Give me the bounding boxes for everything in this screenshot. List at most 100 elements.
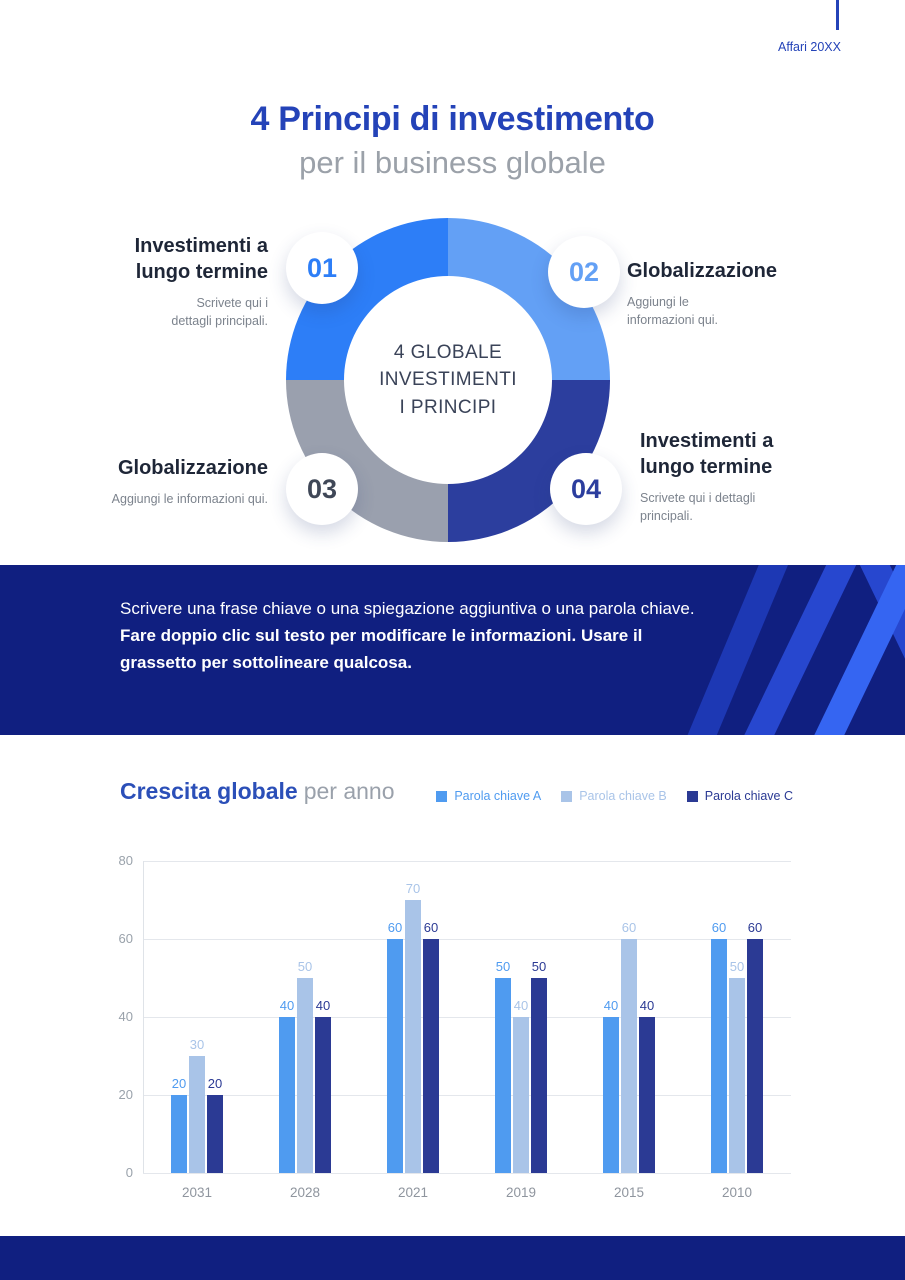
bar-group: 20 30 20	[171, 861, 223, 1173]
title-block: 4 Principi di investimento per il busine…	[0, 100, 905, 181]
chart-legend: Parola chiave A Parola chiave B Parola chi…	[436, 789, 793, 803]
step-badge-01: 01	[286, 232, 358, 304]
legend-item: Parola chiave C	[686, 789, 793, 803]
chart-title-main: Crescita globale	[120, 778, 298, 804]
principle-description: Aggiungi le informazioni qui.	[111, 492, 268, 506]
step-badge-04: 04	[550, 453, 622, 525]
bar-value-label: 40	[639, 998, 655, 1013]
legend-item: Parola chiave A	[436, 789, 541, 803]
y-axis-line	[143, 861, 144, 1173]
footer-bar	[0, 1236, 905, 1280]
bar: 40	[513, 998, 529, 1173]
banner-text-regular: Scrivere una frase chiave o una spiegazi…	[120, 599, 695, 618]
principle-title: Investimenti a lungo termine	[640, 430, 774, 478]
banner-text-block: Scrivere una frase chiave o una spiegazi…	[120, 595, 695, 677]
donut-center-line1: 4 GLOBALE	[393, 341, 503, 363]
banner-text-bold: Fare doppio clic sul testo per modificar…	[120, 626, 643, 673]
legend-swatch-icon	[436, 790, 448, 802]
bar-value-label: 40	[513, 998, 529, 1013]
chart-title-suffix: per anno	[303, 778, 395, 804]
bar: 60	[711, 920, 727, 1173]
gridline	[143, 1017, 791, 1018]
bar-value-label: 60	[711, 920, 727, 935]
bar-value-label: 30	[189, 1037, 205, 1052]
header-accent-line	[836, 0, 839, 30]
legend-item: Parola chiave B	[561, 789, 667, 803]
principle-description: Scrivete qui i dettagli principali.	[640, 491, 756, 524]
bar-value-label: 40	[315, 998, 331, 1013]
bar-group: 40 60 40	[603, 861, 655, 1173]
bar: 60	[621, 920, 637, 1173]
bar-group: 50 40 50	[495, 861, 547, 1173]
bar: 50	[531, 959, 547, 1173]
gridline	[143, 1173, 791, 1174]
principle-description: Scrivete qui i dettagli principali.	[171, 296, 268, 329]
gridline	[143, 939, 791, 940]
bar-value-label: 60	[423, 920, 439, 935]
principle-title: Globalizzazione	[117, 457, 268, 479]
principle-title: Investimenti a lungo termine	[134, 235, 268, 283]
x-axis-label: 2019	[505, 1185, 537, 1200]
chart-title: Crescita globale per anno	[120, 778, 395, 805]
bar-value-label: 50	[495, 959, 511, 974]
x-axis-label: 2021	[397, 1185, 429, 1200]
gridline	[143, 861, 791, 862]
bar-group: 40 50 40	[279, 861, 331, 1173]
bar-value-label: 20	[207, 1076, 223, 1091]
bar-value-label: 60	[747, 920, 763, 935]
legend-label: Parola chiave A	[454, 789, 542, 803]
bar: 50	[495, 959, 511, 1173]
x-axis-label: 2028	[289, 1185, 321, 1200]
chevron-pattern-decoration-icon	[687, 565, 905, 735]
bar: 40	[279, 998, 295, 1173]
principle-label-top-left: Investimenti a lungo termine Scrivete qu…	[108, 233, 268, 330]
legend-label: Parola chiave C	[704, 789, 793, 803]
bar-value-label: 20	[171, 1076, 187, 1091]
key-message-banner: Scrivere una frase chiave o una spiegazi…	[0, 565, 905, 735]
donut-center-line2: INVESTIMENTI	[379, 369, 517, 391]
step-badge-02: 02	[548, 236, 620, 308]
bar: 30	[189, 1037, 205, 1173]
legend-swatch-icon	[561, 790, 573, 802]
bar-value-label: 50	[297, 959, 313, 974]
bar: 50	[729, 959, 745, 1173]
bar-value-label: 40	[603, 998, 619, 1013]
bar: 20	[171, 1076, 187, 1173]
bar-value-label: 70	[405, 881, 421, 896]
y-axis-label: 20	[118, 1087, 133, 1102]
page-subtitle: per il business globale	[299, 145, 606, 180]
page-title: 4 Principi di investimento	[250, 100, 655, 138]
bar: 60	[387, 920, 403, 1173]
bar: 40	[639, 998, 655, 1173]
legend-swatch-icon	[686, 790, 698, 802]
principle-description: Aggiungi le informazioni qui.	[627, 295, 719, 328]
principle-label-bottom-left: Globalizzazione Aggiungi le informazioni…	[90, 455, 268, 508]
bar-value-label: 50	[729, 959, 745, 974]
donut-center: 4 GLOBALE INVESTIMENTI I PRINCIPI	[344, 276, 552, 484]
bar: 60	[747, 920, 763, 1173]
principle-label-bottom-right: Investimenti a lungo termine Scrivete qu…	[640, 428, 805, 525]
y-axis-label: 80	[118, 853, 133, 868]
principle-title: Globalizzazione	[627, 260, 778, 282]
bar: 40	[603, 998, 619, 1173]
bar-value-label: 50	[531, 959, 547, 974]
y-axis-label: 0	[125, 1165, 133, 1180]
y-axis-label: 60	[118, 931, 133, 946]
legend-label: Parola chiave B	[579, 789, 667, 803]
bar: 70	[405, 881, 421, 1173]
chart-plot: 0 20 40 60 80 20 30 20 2031 40 50 40 2028 60 70 60 2021 5…	[119, 853, 791, 1200]
x-axis-label: 2031	[181, 1185, 213, 1200]
bar-group: 60 50 60	[711, 861, 763, 1173]
bar: 40	[315, 998, 331, 1173]
gridline	[143, 1095, 791, 1096]
x-axis-label: 2015	[613, 1185, 645, 1200]
bar: 50	[297, 959, 313, 1173]
brand-label: Affari 20XX	[777, 40, 841, 54]
y-axis-label: 40	[118, 1009, 133, 1024]
principle-label-top-right: Globalizzazione Aggiungi le informazioni…	[627, 258, 827, 329]
bar-value-label: 60	[387, 920, 403, 935]
bar: 60	[423, 920, 439, 1173]
x-axis-label: 2010	[721, 1185, 753, 1200]
bar-value-label: 40	[279, 998, 295, 1013]
